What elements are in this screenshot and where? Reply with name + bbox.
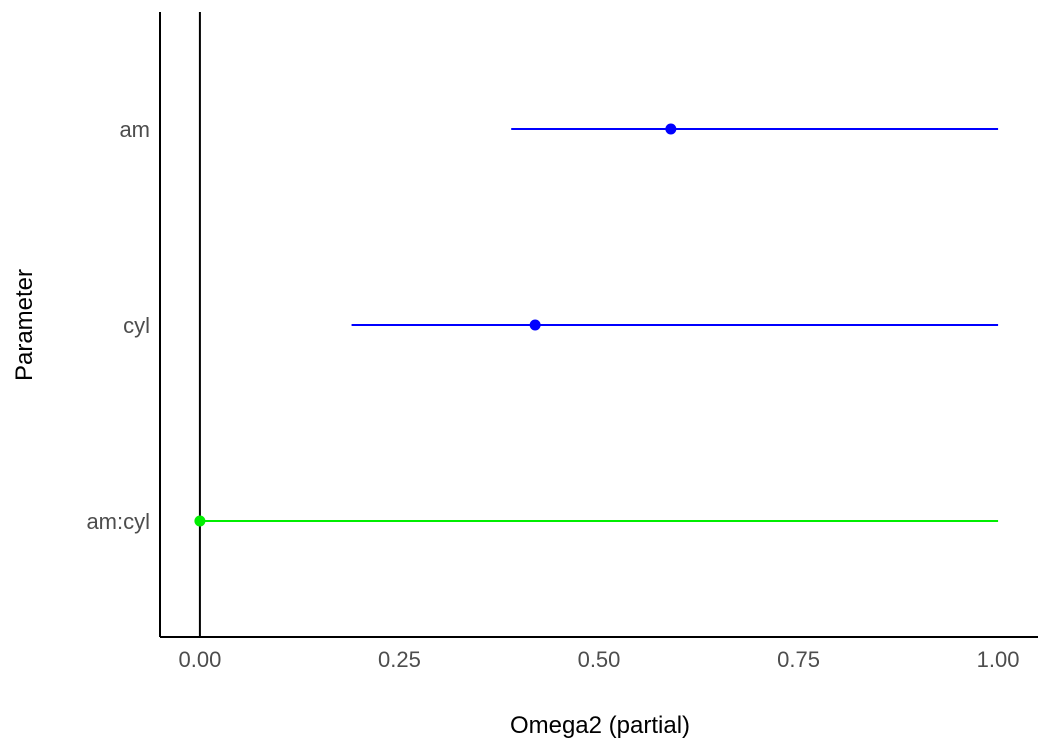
estimate-point-cyl xyxy=(529,319,541,331)
x-tick-label: 0.25 xyxy=(378,647,421,672)
x-tick-label: 0.00 xyxy=(178,647,221,672)
x-tick-label: 0.75 xyxy=(777,647,820,672)
y-tick-label: am xyxy=(119,117,150,142)
estimate-point-am xyxy=(665,123,677,135)
tick-labels: am cyl am:cyl 0.00 0.25 0.50 0.75 1.00 xyxy=(86,117,1019,672)
plot-marks xyxy=(194,12,999,637)
y-tick-label: am:cyl xyxy=(86,509,150,534)
axes xyxy=(159,12,1038,638)
y-tick-label: cyl xyxy=(123,313,150,338)
x-tick-label: 0.50 xyxy=(578,647,621,672)
x-tick-label: 1.00 xyxy=(977,647,1020,672)
estimate-point-am-cyl xyxy=(194,515,206,527)
x-axis-title: Omega2 (partial) xyxy=(510,712,690,739)
y-axis-title: Parameter xyxy=(11,269,38,381)
